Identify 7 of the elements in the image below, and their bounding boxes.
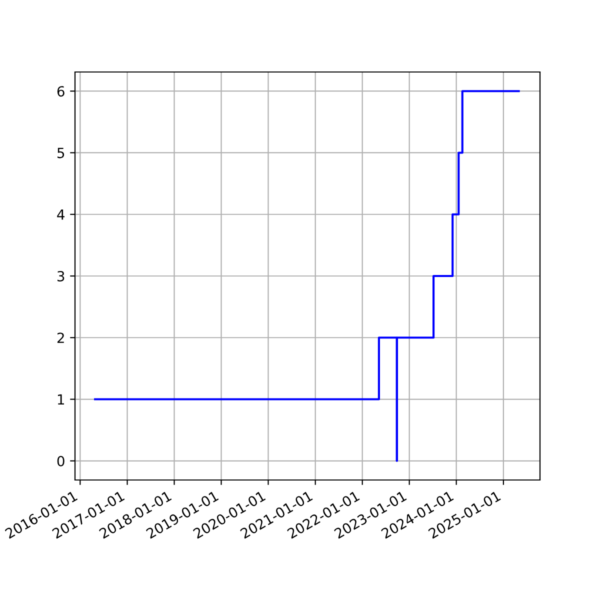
y-tick-label: 5 [58, 148, 64, 158]
y-tick-label: 4 [57, 210, 64, 220]
y-tick-label: 6 [57, 86, 64, 97]
y-tick-label: 0 [57, 456, 64, 466]
y-tick-label: 1 [58, 394, 64, 405]
y-tick-label: 2 [57, 332, 64, 343]
y-tick-label: 3 [58, 270, 64, 282]
